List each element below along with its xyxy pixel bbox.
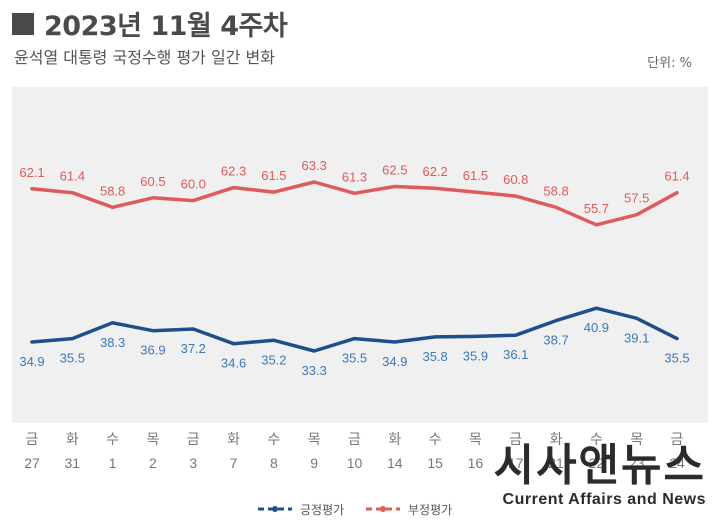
negative-data-label: 61.5 bbox=[463, 168, 488, 183]
watermark: 시사앤뉴스 Current Affairs and News bbox=[494, 442, 706, 510]
x-tick-day-label: 화 bbox=[550, 432, 563, 448]
x-tick-day-label: 금 bbox=[348, 432, 361, 448]
negative-data-label: 57.5 bbox=[624, 191, 649, 206]
x-tick-day-label: 금 bbox=[509, 432, 522, 448]
x-tick-date-label: 8 bbox=[270, 455, 278, 471]
positive-data-label: 35.5 bbox=[342, 351, 367, 366]
negative-data-label: 61.3 bbox=[342, 169, 367, 184]
x-tick-date-label: 15 bbox=[427, 455, 443, 471]
negative-data-label: 55.7 bbox=[584, 201, 609, 216]
negative-data-label: 60.5 bbox=[140, 174, 165, 189]
x-tick-date-label: 24 bbox=[669, 455, 685, 471]
x-tick-day-label: 목 bbox=[469, 432, 482, 448]
x-tick-day-label: 수 bbox=[429, 432, 442, 448]
x-tick-date-label: 27 bbox=[24, 455, 40, 471]
x-tick-date-label: 17 bbox=[508, 455, 524, 471]
chart-subtitle: 윤석열 대통령 국정수행 평가 일간 변화 bbox=[14, 48, 275, 67]
watermark-main-text: 시사앤뉴스 bbox=[493, 440, 706, 491]
x-tick-day-label: 목 bbox=[146, 432, 159, 448]
negative-data-label: 60.0 bbox=[181, 177, 206, 192]
positive-data-label: 35.5 bbox=[664, 351, 689, 366]
negative-data-label: 61.4 bbox=[664, 169, 689, 184]
negative-data-label: 58.8 bbox=[543, 183, 568, 198]
negative-data-label: 62.5 bbox=[382, 163, 407, 178]
positive-series-line bbox=[30, 306, 679, 353]
legend-positive-marker bbox=[272, 506, 278, 512]
positive-data-label: 33.3 bbox=[302, 363, 327, 378]
positive-data-label: 37.2 bbox=[181, 341, 206, 356]
x-tick-day-label: 금 bbox=[671, 432, 684, 448]
legend-positive-label: 긍정평가 bbox=[300, 503, 344, 517]
negative-data-label: 63.3 bbox=[302, 158, 327, 173]
x-tick-date-label: 23 bbox=[629, 455, 645, 471]
x-tick-day-label: 화 bbox=[388, 432, 401, 448]
x-tick-day-label: 금 bbox=[187, 432, 200, 448]
x-tick-date-label: 2 bbox=[149, 455, 157, 471]
heading-square-icon bbox=[12, 12, 34, 35]
legend-negative-label: 부정평가 bbox=[408, 503, 452, 517]
positive-data-label: 35.8 bbox=[422, 349, 447, 364]
legend-negative-marker bbox=[380, 506, 386, 512]
positive-data-label: 34.9 bbox=[382, 354, 407, 369]
positive-data-label: 34.9 bbox=[19, 354, 44, 369]
negative-data-label: 62.1 bbox=[19, 165, 44, 180]
positive-data-label: 35.5 bbox=[60, 351, 85, 366]
unit-label: 단위: % bbox=[647, 56, 692, 71]
positive-data-label: 35.2 bbox=[261, 352, 286, 367]
negative-series-line bbox=[30, 180, 679, 227]
negative-data-label: 61.5 bbox=[261, 168, 286, 183]
negative-data-label: 62.2 bbox=[422, 164, 447, 179]
x-tick-date-label: 14 bbox=[387, 455, 403, 471]
negative-data-label: 61.4 bbox=[60, 169, 85, 184]
x-tick-date-label: 21 bbox=[548, 455, 564, 471]
x-tick-date-label: 31 bbox=[65, 455, 81, 471]
x-tick-date-label: 9 bbox=[310, 455, 318, 471]
x-tick-day-label: 수 bbox=[106, 432, 119, 448]
negative-data-label: 58.8 bbox=[100, 183, 125, 198]
positive-data-label: 38.7 bbox=[543, 333, 568, 348]
x-tick-day-label: 화 bbox=[227, 432, 240, 448]
x-tick-date-label: 7 bbox=[230, 455, 238, 471]
plot-area bbox=[12, 87, 708, 423]
x-tick-day-label: 화 bbox=[66, 432, 79, 448]
positive-data-label: 40.9 bbox=[584, 320, 609, 335]
watermark-sub-text: Current Affairs and News bbox=[502, 491, 706, 508]
x-tick-date-label: 10 bbox=[347, 455, 363, 471]
heading: 2023년 11월 4주차 bbox=[12, 4, 288, 43]
positive-data-label: 36.1 bbox=[503, 347, 528, 362]
x-tick-date-label: 22 bbox=[589, 455, 605, 471]
positive-data-label: 34.6 bbox=[221, 356, 246, 371]
positive-data-label: 38.3 bbox=[100, 335, 125, 350]
negative-data-label: 60.8 bbox=[503, 172, 528, 187]
positive-data-label: 35.9 bbox=[463, 348, 488, 363]
x-tick-day-label: 금 bbox=[26, 432, 39, 448]
x-tick-day-label: 수 bbox=[267, 432, 280, 448]
x-tick-date-label: 3 bbox=[189, 455, 197, 471]
x-tick-date-label: 1 bbox=[109, 455, 117, 471]
positive-data-label: 39.1 bbox=[624, 330, 649, 345]
x-tick-day-label: 목 bbox=[630, 432, 643, 448]
x-tick-day-label: 수 bbox=[590, 432, 603, 448]
x-tick-date-label: 16 bbox=[468, 455, 484, 471]
positive-data-label: 36.9 bbox=[140, 343, 165, 358]
x-tick-day-label: 목 bbox=[308, 432, 321, 448]
page-title: 2023년 11월 4주차 bbox=[44, 11, 288, 42]
negative-data-label: 62.3 bbox=[221, 164, 246, 179]
